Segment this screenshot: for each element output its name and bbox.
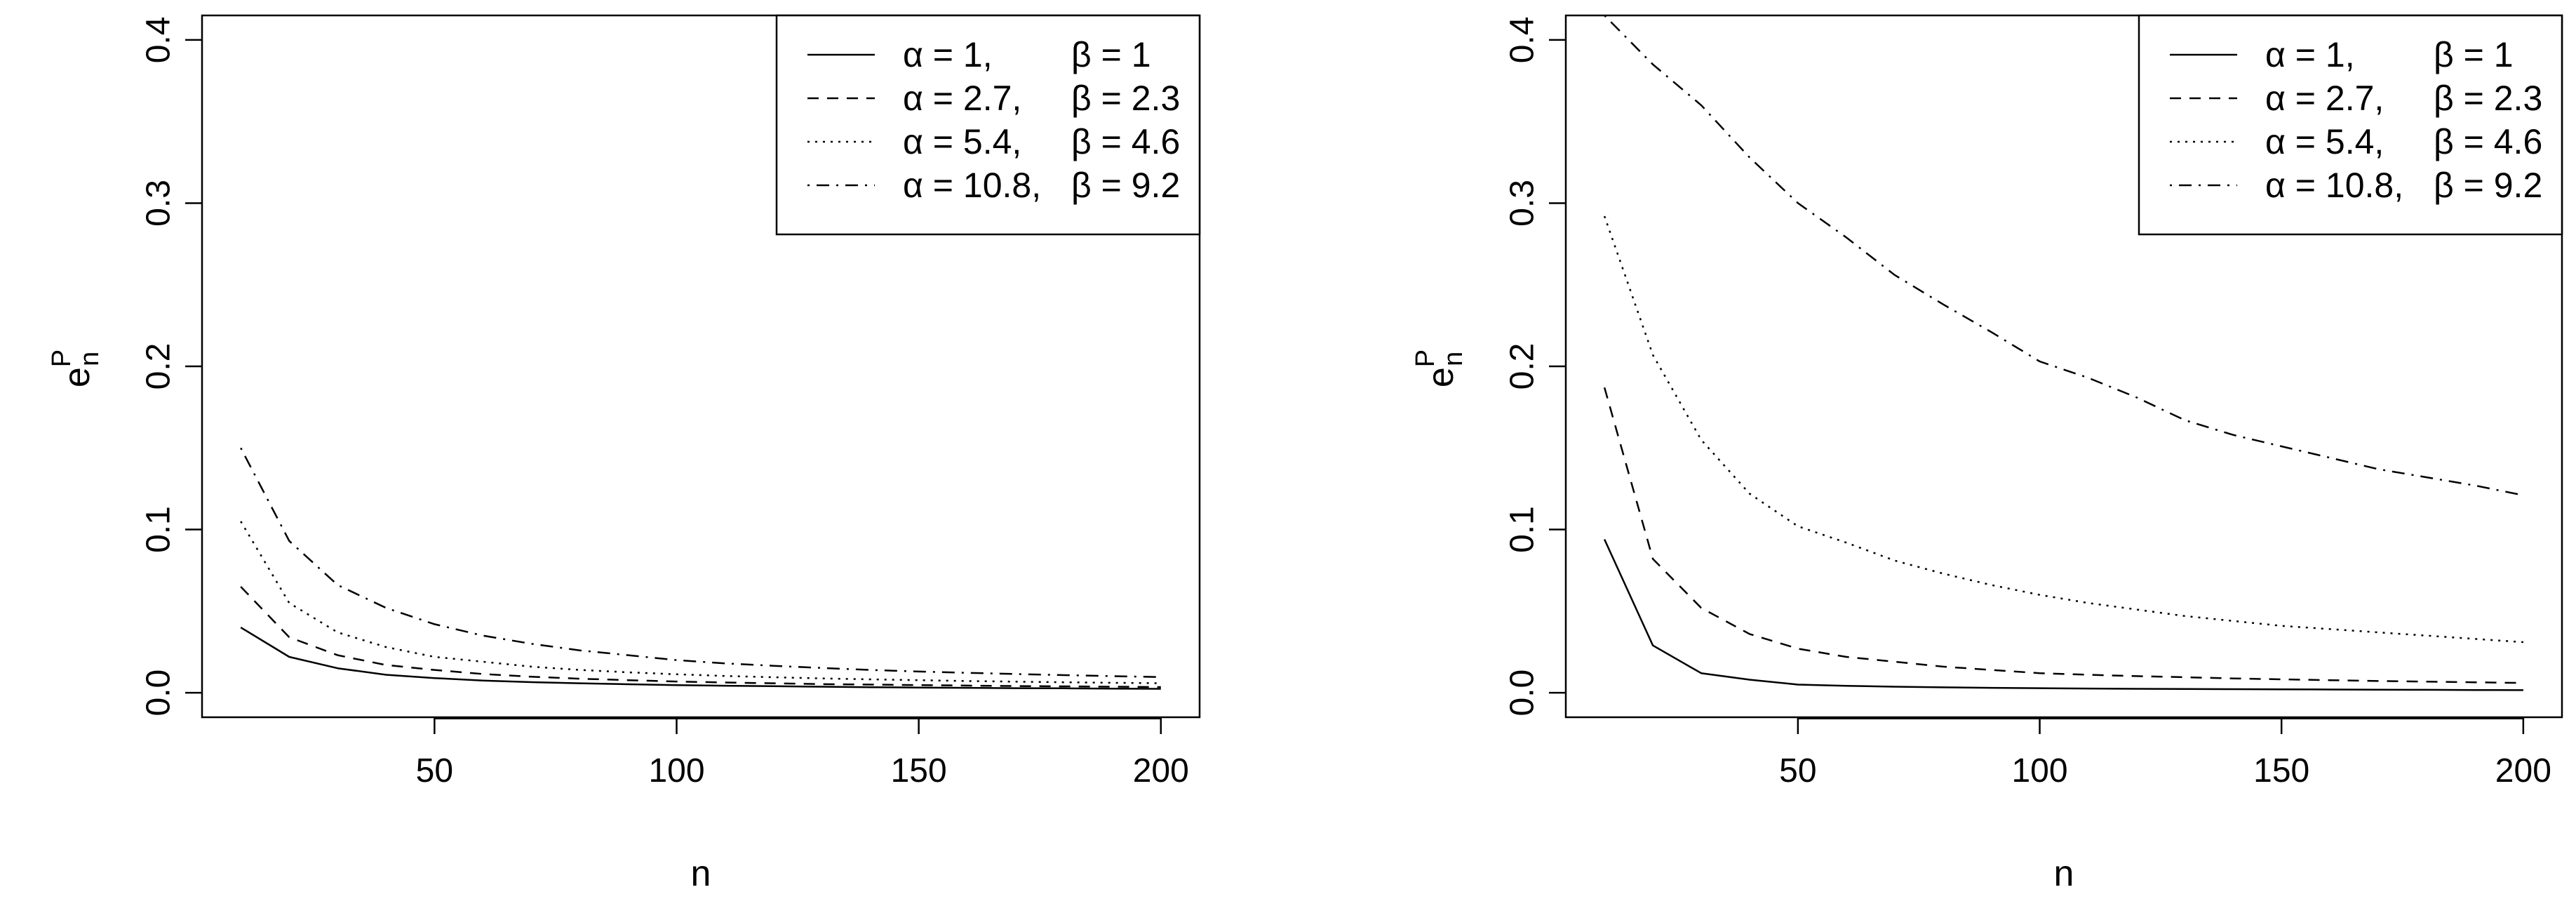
y-axis-title: ePn [1411,349,1468,387]
legend-alpha-label: α = 2.7, [903,79,1021,118]
x-tick-label: 150 [2253,752,2309,790]
legend-box [775,14,1201,236]
legend-alpha-label: α = 5.4, [903,122,1021,161]
x-tick-label: 50 [1779,752,1816,790]
legend-alpha-label: α = 1, [2265,35,2355,74]
y-tick-label: 0.3 [1504,180,1541,227]
legend-alpha-label: α = 10.8, [2265,166,2403,205]
series-line-3 [240,521,1161,684]
legend-beta-label: β = 9.2 [2434,166,2542,205]
series-line-4 [240,447,1161,679]
legend-beta-label: β = 1 [1071,35,1151,74]
series-line-2 [1603,387,2523,684]
legend-alpha-label: α = 2.7, [2265,79,2384,118]
y-tick-label: 0.0 [140,670,177,717]
x-tick-label: 200 [2495,752,2551,790]
legend-beta-label: β = 4.6 [2434,122,2542,161]
legend: α = 1, β = 1 α = 2.7, β = 2.3 α = 5.4, β = 4.… [775,14,1201,236]
x-tick-label: 200 [1133,752,1189,790]
y-tick-label: 0.4 [140,17,177,64]
x-tick-label: 50 [416,752,453,790]
series-group [240,447,1161,690]
legend-beta-label: β = 4.6 [1071,122,1180,161]
legend-alpha-label: α = 10.8, [903,166,1041,205]
series-line-1 [240,627,1161,690]
legend-alpha-label: α = 1, [903,35,993,74]
series-line-4 [1604,15,2524,496]
legend-beta-label: β = 2.3 [1071,79,1180,118]
series-group [1603,15,2524,691]
plot-panel-2: 50 100 150 200 0.0 0.1 0.2 0.3 0.4 n ePn α = 1, β = … [1411,14,2563,894]
y-tick-label: 0.3 [140,180,177,227]
x-tick-label: 100 [2011,752,2067,790]
plot-panel-1: 50 100 150 200 0.0 0.1 0.2 0.3 0.4 n ePn α = 1, β = … [47,14,1201,894]
y-axis-title: ePn [47,349,105,387]
series-line-1 [1603,538,2523,691]
legend-beta-label: β = 1 [2434,35,2514,74]
series-line-3 [1603,215,2523,644]
legend-beta-label: β = 2.3 [2434,79,2542,118]
legend-alpha-label: α = 5.4, [2265,122,2384,161]
legend-beta-label: β = 9.2 [1071,166,1180,205]
series-line-2 [240,586,1161,688]
x-tick-label: 100 [648,752,704,790]
y-tick-label: 0.0 [1504,670,1541,717]
y-tick-label: 0.1 [140,506,177,553]
x-axis-title: n [691,853,711,894]
x-tick-label: 150 [891,752,947,790]
legend-box [2138,14,2563,236]
y-tick-label: 0.2 [140,343,177,390]
y-tick-label: 0.1 [1504,506,1541,553]
y-tick-label: 0.2 [1504,343,1541,390]
legend: α = 1, β = 1 α = 2.7, β = 2.3 α = 5.4, β = 4.… [2138,14,2563,236]
x-axis-title: n [2054,853,2074,894]
y-tick-label: 0.4 [1504,17,1541,64]
